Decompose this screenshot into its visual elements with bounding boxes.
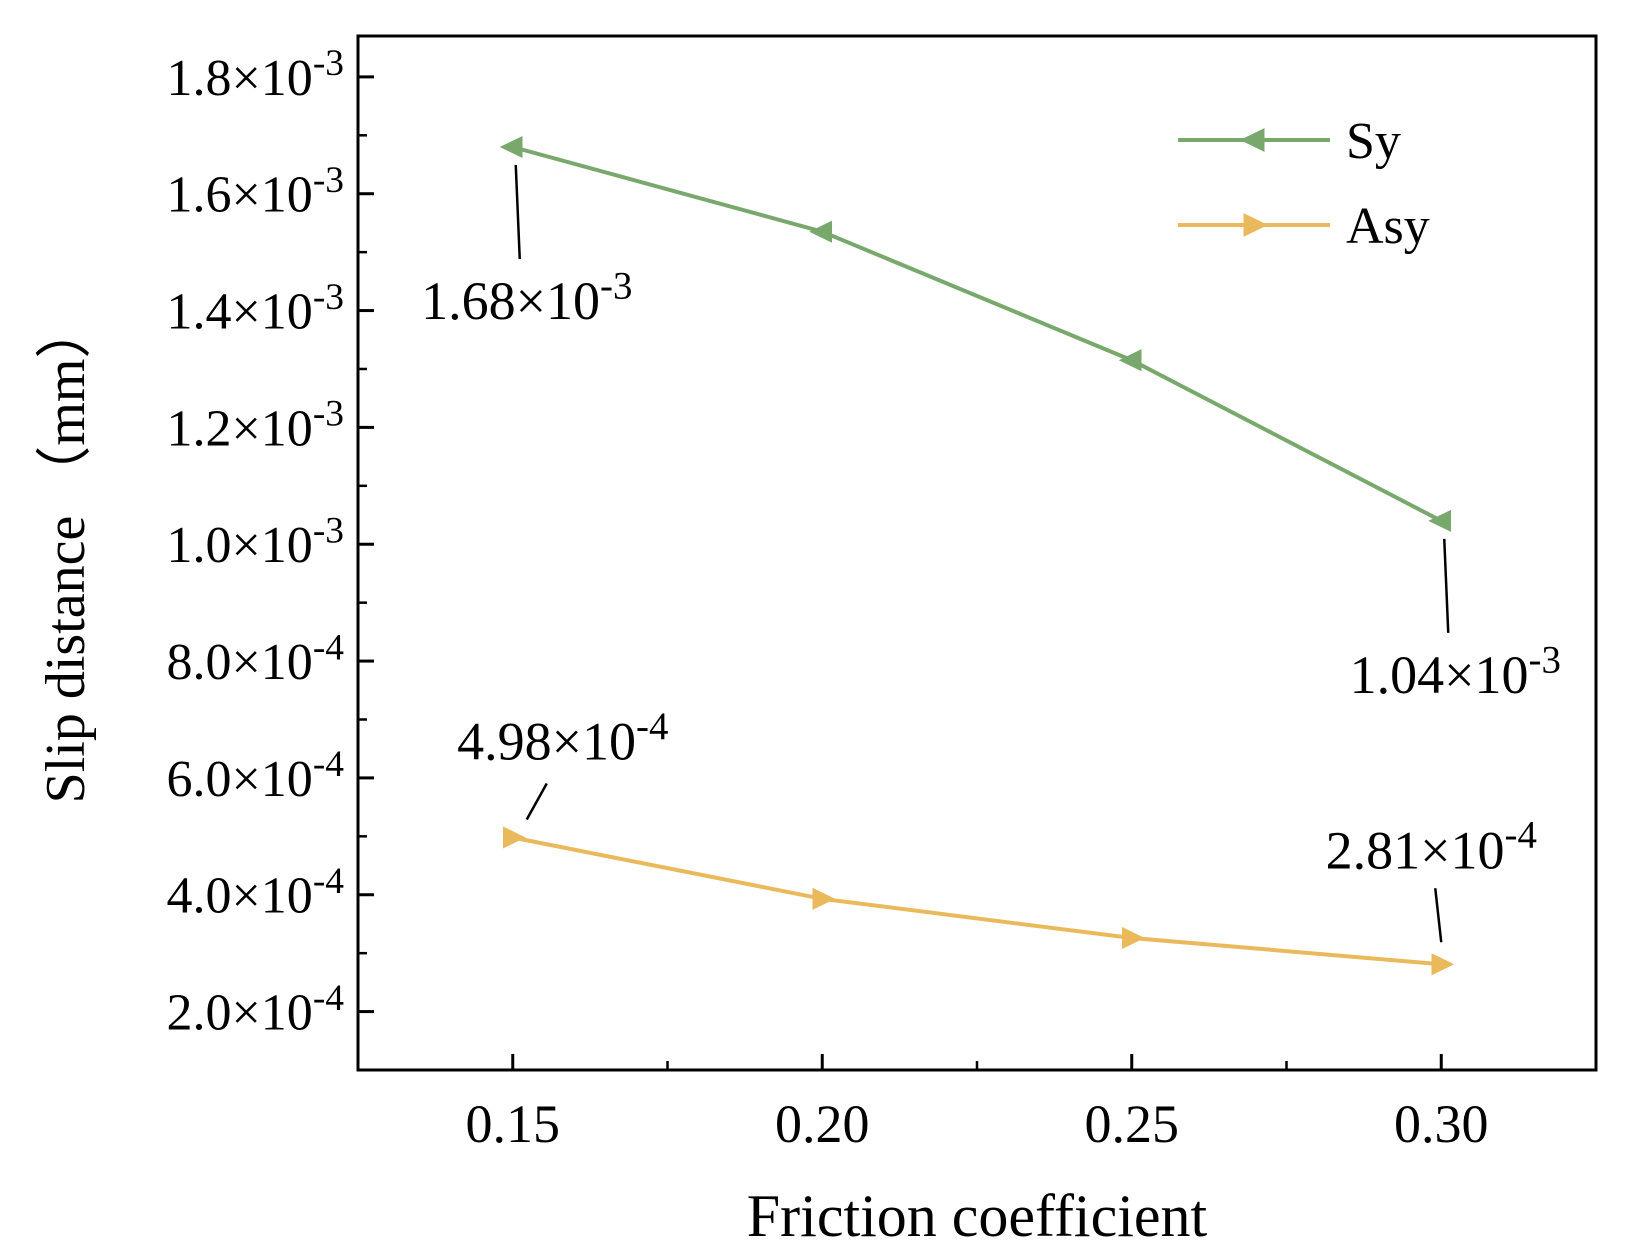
data-point-sy — [1428, 509, 1451, 532]
plot-frame — [356, 34, 1598, 1072]
annotation-leader — [1443, 538, 1450, 633]
data-point-asy — [812, 887, 836, 910]
annotation-leader — [514, 164, 521, 260]
annotation-label: 1.68×10-3 — [421, 264, 632, 331]
x-tick-label: 0.30 — [1394, 1094, 1489, 1154]
x-axis-ticks: 0.15 0.20 0.25 0.30 — [466, 1054, 1489, 1154]
legend: Sy Asy — [1178, 113, 1430, 255]
y-tick-label: 6.0×10-4 — [166, 744, 344, 808]
annotation-leader — [1434, 888, 1443, 943]
y-tick-label: 1.2×10-3 — [166, 394, 344, 458]
y-tick-label: 1.6×10-3 — [166, 160, 344, 224]
y-tick-label: 1.4×10-3 — [166, 277, 344, 341]
annotation-layer: 1.68×10-3 1.04×10-3 4.98×10-4 2.81×10-4 — [421, 164, 1561, 943]
y-tick-label: 8.0×10-4 — [166, 627, 344, 691]
data-point-sy — [499, 135, 523, 159]
y-tick-label: 1.0×10-3 — [166, 510, 344, 574]
data-point-sy — [1118, 349, 1142, 372]
data-point-sy — [809, 220, 832, 243]
annotation-leader — [525, 782, 548, 821]
annotation-label: 1.04×10-3 — [1350, 638, 1561, 705]
x-tick-label: 0.20 — [775, 1094, 870, 1154]
annotation-label: 4.98×10-4 — [457, 705, 668, 772]
legend-label-asy: Asy — [1346, 198, 1430, 255]
y-tick-label: 2.0×10-4 — [166, 978, 344, 1042]
series-line-asy — [512, 835, 1442, 967]
legend-label-sy: Sy — [1346, 113, 1401, 170]
y-axis-ticks: 2.0×10-4 4.0×10-4 6.0×10-4 8.0×10-4 1.0×10-3… — [166, 43, 374, 1042]
x-axis-label: Friction coefficient — [747, 1183, 1208, 1249]
data-point-asy — [1122, 926, 1145, 950]
y-tick-label: 1.8×10-3 — [166, 43, 344, 107]
data-point-asy — [1431, 953, 1455, 976]
legend-marker-asy — [1243, 213, 1268, 237]
y-tick-label: 4.0×10-4 — [166, 861, 344, 925]
series-line-sy — [512, 145, 1443, 523]
legend-marker-sy — [1240, 128, 1265, 152]
x-tick-label: 0.25 — [1085, 1094, 1180, 1154]
annotation-label: 2.81×10-4 — [1326, 814, 1537, 881]
y-axis-label: Slip distance （mm） — [35, 303, 97, 804]
x-tick-label: 0.15 — [466, 1094, 561, 1154]
data-point-asy — [503, 826, 526, 849]
series-layer — [499, 135, 1455, 976]
